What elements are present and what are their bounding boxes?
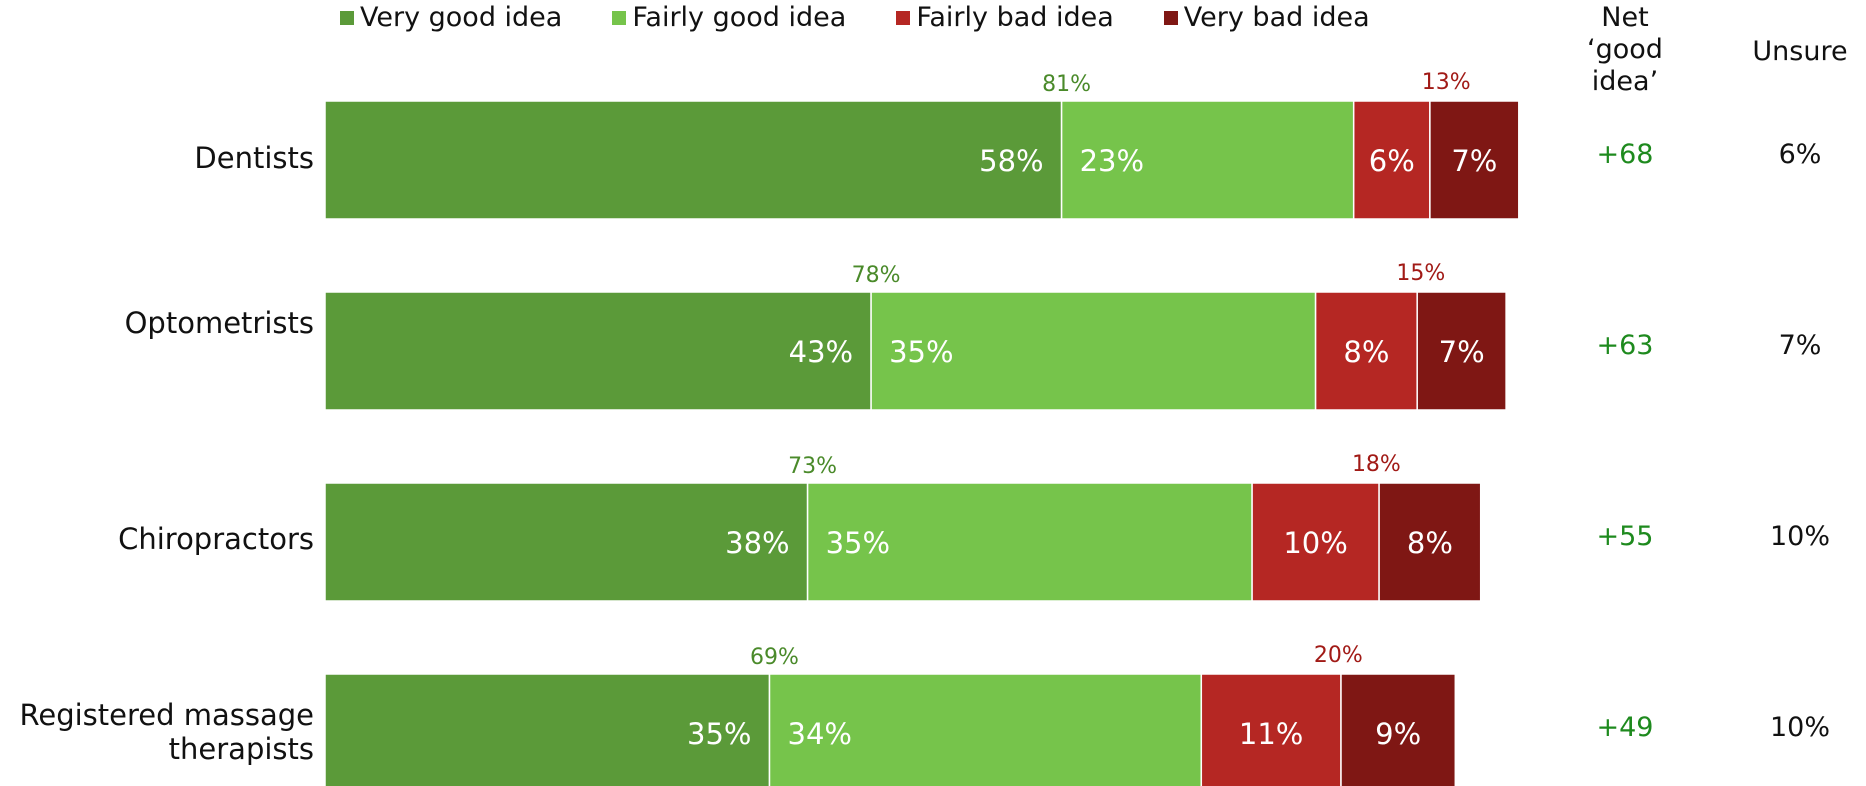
net-good-idea-header: Net ‘good idea’ bbox=[1555, 2, 1695, 98]
segment-value-label: 11% bbox=[1239, 717, 1303, 751]
bar-segment bbox=[324, 673, 771, 786]
segment-value-label: 58% bbox=[979, 144, 1043, 178]
bar-segment bbox=[1060, 100, 1355, 220]
legend-swatch bbox=[896, 10, 911, 25]
good-total-label: 81% bbox=[1042, 72, 1091, 97]
legend-swatch bbox=[340, 10, 354, 25]
net-good-value: +55 bbox=[1597, 521, 1654, 552]
bar-segment bbox=[1251, 482, 1380, 602]
unsure-value: 7% bbox=[1779, 330, 1822, 361]
net-good-value: +63 bbox=[1597, 330, 1654, 361]
bar-segment bbox=[768, 673, 1203, 786]
good-total-label: 73% bbox=[788, 454, 837, 479]
category-label: Chiropractors bbox=[118, 522, 314, 556]
bad-total-label: 18% bbox=[1352, 452, 1401, 477]
segment-value-label: 8% bbox=[1343, 335, 1389, 369]
category-label: Registered massage therapists bbox=[19, 698, 315, 766]
legend-item: Very good idea bbox=[340, 2, 562, 33]
good-total-label: 78% bbox=[852, 263, 901, 288]
legend-label: Fairly bad idea bbox=[916, 2, 1114, 33]
chart-legend: Very good idea Fairly good idea Fairly bad… bbox=[340, 2, 1420, 33]
legend-swatch bbox=[612, 10, 627, 25]
bad-total-label: 13% bbox=[1422, 70, 1471, 95]
bar-segment bbox=[1352, 100, 1431, 220]
segment-value-label: 35% bbox=[889, 335, 953, 369]
segment-value-label: 35% bbox=[826, 526, 890, 560]
segment-value-label: 35% bbox=[687, 717, 751, 751]
unsure-value: 6% bbox=[1779, 139, 1822, 170]
bar-segment bbox=[324, 482, 809, 602]
legend-label: Fairly good idea bbox=[632, 2, 847, 33]
legend-label: Very bad idea bbox=[1183, 2, 1370, 33]
unsure-header: Unsure bbox=[1752, 36, 1848, 67]
bar-segment bbox=[1416, 291, 1507, 411]
bar-segment bbox=[806, 482, 1253, 602]
segment-value-label: 9% bbox=[1375, 717, 1421, 751]
segment-value-label: 7% bbox=[1451, 144, 1497, 178]
legend-label: Very good idea bbox=[360, 2, 563, 33]
legend-swatch bbox=[1163, 10, 1178, 25]
unsure-value: 10% bbox=[1770, 712, 1830, 743]
bad-total-label: 20% bbox=[1314, 643, 1363, 668]
bar-segment bbox=[1314, 291, 1418, 411]
net-header-line: ‘good idea’ bbox=[1587, 34, 1663, 97]
net-good-value: +49 bbox=[1597, 712, 1654, 743]
segment-value-label: 6% bbox=[1369, 144, 1415, 178]
category-label: Optometrists bbox=[124, 306, 314, 340]
bar-segment bbox=[324, 291, 872, 411]
segment-value-label: 23% bbox=[1080, 144, 1144, 178]
segment-value-label: 8% bbox=[1407, 526, 1453, 560]
segment-value-label: 34% bbox=[788, 717, 852, 751]
net-good-value: +68 bbox=[1597, 139, 1654, 170]
good-total-label: 69% bbox=[750, 645, 799, 670]
bar-segment bbox=[324, 100, 1063, 220]
bar-segment bbox=[1200, 673, 1342, 786]
legend-item: Fairly good idea bbox=[612, 2, 846, 33]
bar-segment bbox=[1429, 100, 1520, 220]
segment-value-label: 7% bbox=[1439, 335, 1485, 369]
bad-total-label: 15% bbox=[1396, 261, 1445, 286]
category-label: Dentists bbox=[194, 141, 314, 175]
unsure-value: 10% bbox=[1770, 521, 1830, 552]
net-header-line: Net bbox=[1601, 2, 1649, 33]
bar-segment bbox=[1378, 482, 1482, 602]
segment-value-label: 43% bbox=[789, 335, 853, 369]
legend-item: Very bad idea bbox=[1163, 2, 1370, 33]
legend-item: Fairly bad idea bbox=[896, 2, 1114, 33]
segment-value-label: 38% bbox=[725, 526, 789, 560]
bar-segment bbox=[1340, 673, 1457, 786]
segment-value-label: 10% bbox=[1283, 526, 1347, 560]
bar-segment bbox=[870, 291, 1317, 411]
